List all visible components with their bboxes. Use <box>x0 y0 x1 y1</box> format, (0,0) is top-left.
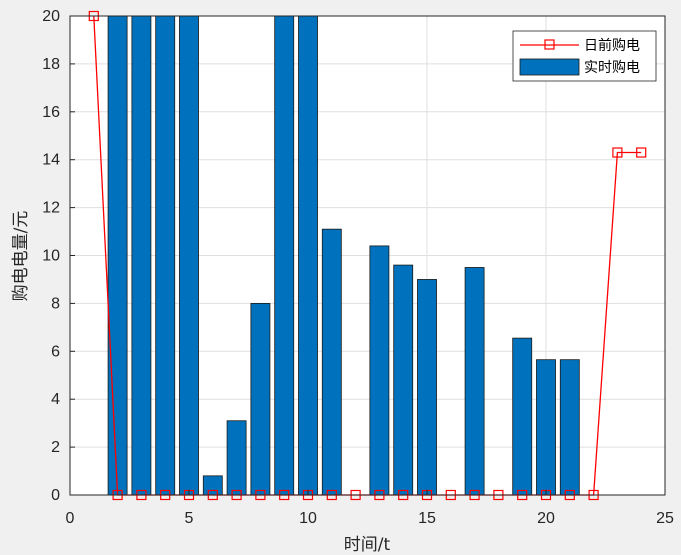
bar <box>536 359 556 496</box>
y-tick-label: 14 <box>42 152 60 169</box>
bar <box>202 475 223 496</box>
x-tick-label: 25 <box>656 510 674 527</box>
x-tick-label: 20 <box>537 510 555 527</box>
line-point <box>612 147 623 158</box>
legend: 日前购电 实时购电 <box>512 30 657 82</box>
legend-line-marker <box>544 39 555 50</box>
y-tick-label: 18 <box>42 56 60 73</box>
x-axis-ticks: 0 5 10 15 20 25 <box>66 490 674 527</box>
legend-label-day-ahead: 日前购电 <box>584 37 640 54</box>
bar <box>321 228 342 496</box>
x-tick-label: 5 <box>185 510 194 527</box>
y-tick-label: 2 <box>51 439 60 456</box>
bar <box>417 279 437 496</box>
x-tick-label: 0 <box>66 510 75 527</box>
y-tick-label: 12 <box>42 200 60 217</box>
bar <box>131 15 152 496</box>
bar <box>559 359 580 496</box>
y-tick-label: 6 <box>51 343 60 360</box>
y-tick-label: 0 <box>51 487 60 504</box>
y-tick-label: 20 <box>42 8 60 25</box>
bar <box>250 302 271 496</box>
bar <box>512 337 533 496</box>
bar <box>369 245 390 496</box>
bar <box>393 264 414 496</box>
y-tick-label: 16 <box>42 104 60 121</box>
y-axis-ticks: 0 2 4 6 8 10 12 14 16 18 20 <box>42 8 75 504</box>
y-tick-label: 4 <box>51 391 60 408</box>
bar <box>298 15 318 496</box>
bar <box>107 15 128 496</box>
bar <box>464 267 485 496</box>
x-tick-label: 10 <box>299 510 317 527</box>
legend-label-real-time: 实时购电 <box>584 60 640 76</box>
bar <box>226 420 247 496</box>
x-tick-label: 15 <box>418 510 436 527</box>
line-point <box>636 147 647 158</box>
bar <box>179 15 199 496</box>
bar <box>155 15 176 496</box>
x-axis-title: 时间/t <box>344 535 391 555</box>
y-tick-label: 8 <box>51 295 60 312</box>
y-tick-label: 10 <box>42 248 60 265</box>
legend-bar-swatch <box>519 58 580 76</box>
bar <box>274 15 295 496</box>
y-axis-title: 购电电量/元 <box>11 211 31 302</box>
